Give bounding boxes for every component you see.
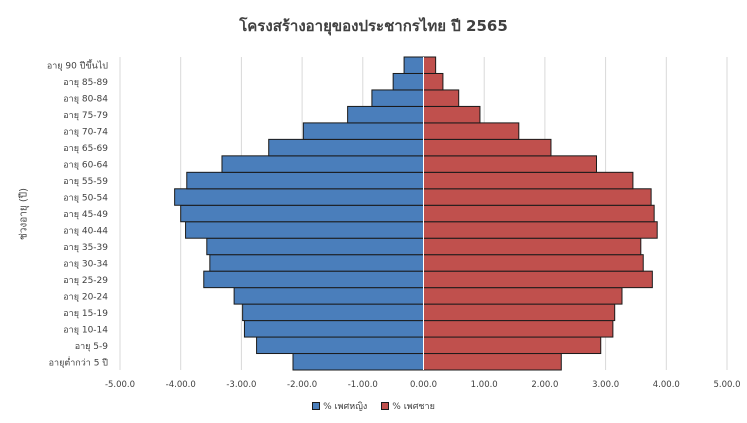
bar-female — [268, 138, 424, 157]
x-tick-label: -3.00.0 — [226, 380, 256, 390]
bar-female — [174, 188, 424, 206]
legend-item-female: % เพศหญิง — [312, 399, 367, 413]
category-label: อายุต่ำกว่า 5 ปี — [49, 355, 109, 368]
bar-male — [423, 56, 437, 74]
legend-label-male: % เพศชาย — [392, 402, 435, 412]
bar-female — [206, 237, 424, 256]
bar-male — [423, 72, 444, 91]
bar-male — [423, 336, 602, 355]
category-label: อายุ 90 ปีขึ้นไป — [47, 59, 108, 72]
bar-male — [423, 155, 597, 173]
bar-male — [423, 287, 623, 305]
x-tick-label: -2.00.0 — [287, 380, 317, 390]
category-label: อายุ 5-9 — [75, 342, 109, 352]
x-tick-label: -5.00.0 — [105, 380, 135, 390]
category-label: อายุ 25-29 — [63, 276, 108, 286]
x-tick-label: -1.00.0 — [348, 380, 378, 390]
category-label: อายุ 65-69 — [63, 144, 108, 154]
bar-female — [221, 155, 424, 173]
bar-male — [423, 171, 634, 190]
bar-female — [186, 171, 424, 190]
bar-male — [423, 89, 460, 107]
bar-male — [423, 221, 658, 239]
bar-female — [292, 353, 424, 371]
category-label: อายุ 45-49 — [63, 210, 108, 220]
category-label: อายุ 60-64 — [63, 161, 108, 171]
category-label: อายุ 15-19 — [63, 309, 108, 319]
legend-item-male: % เพศชาย — [381, 399, 435, 413]
category-label: อายุ 35-39 — [63, 243, 108, 253]
bar-male — [423, 138, 552, 157]
bar-female — [371, 89, 424, 107]
x-tick-label: 4.00.0 — [653, 380, 680, 390]
x-tick-label: 3.00.0 — [592, 380, 619, 390]
bar-female — [243, 320, 424, 338]
category-label: อายุ 50-54 — [63, 194, 108, 204]
category-label: อายุ 40-44 — [63, 226, 108, 236]
chart-title: โครงสร้างอายุของประชากรไทย ปี 2565 — [239, 17, 508, 35]
legend-swatch-female — [312, 402, 321, 410]
bar-female — [185, 221, 424, 239]
x-tick-label: -4.00.0 — [166, 380, 196, 390]
x-tick-label: 2.00.0 — [531, 380, 558, 390]
legend-swatch-male — [381, 402, 390, 410]
category-label: อายุ 30-34 — [63, 259, 108, 269]
bar-female — [302, 122, 424, 140]
category-label: อายุ 20-24 — [63, 292, 108, 302]
bar-male — [423, 204, 655, 223]
bar-female — [256, 336, 425, 355]
bar-male — [423, 188, 652, 206]
bar-female — [347, 105, 424, 124]
bar-male — [423, 353, 562, 371]
bar-female — [392, 72, 424, 91]
x-tick-label: 0.00.0 — [410, 380, 437, 390]
legend-label-female: % เพศหญิง — [323, 402, 368, 412]
category-label: อายุ 85-89 — [63, 78, 108, 88]
legend: % เพศหญิง % เพศชาย — [0, 399, 747, 413]
x-tick-label: 5.00.0 — [713, 380, 740, 390]
bar-male — [423, 105, 481, 124]
category-label: อายุ 75-79 — [63, 111, 108, 121]
x-tick-label: 1.00.0 — [471, 380, 498, 390]
bar-male — [423, 303, 616, 322]
bar-male — [423, 237, 642, 256]
bar-male — [423, 320, 614, 338]
bar-female — [203, 270, 424, 289]
bar-female — [180, 204, 424, 223]
bar-male — [423, 254, 644, 272]
category-label: อายุ 10-14 — [63, 325, 108, 335]
category-label: อายุ 55-59 — [63, 177, 108, 187]
category-label: อายุ 80-84 — [63, 95, 108, 105]
bar-male — [423, 122, 520, 140]
bar-male — [423, 270, 653, 289]
category-label: อายุ 70-74 — [63, 128, 108, 138]
bar-female — [209, 254, 424, 272]
bar-female — [233, 287, 424, 305]
bar-female — [242, 303, 424, 322]
bar-female — [403, 56, 424, 74]
